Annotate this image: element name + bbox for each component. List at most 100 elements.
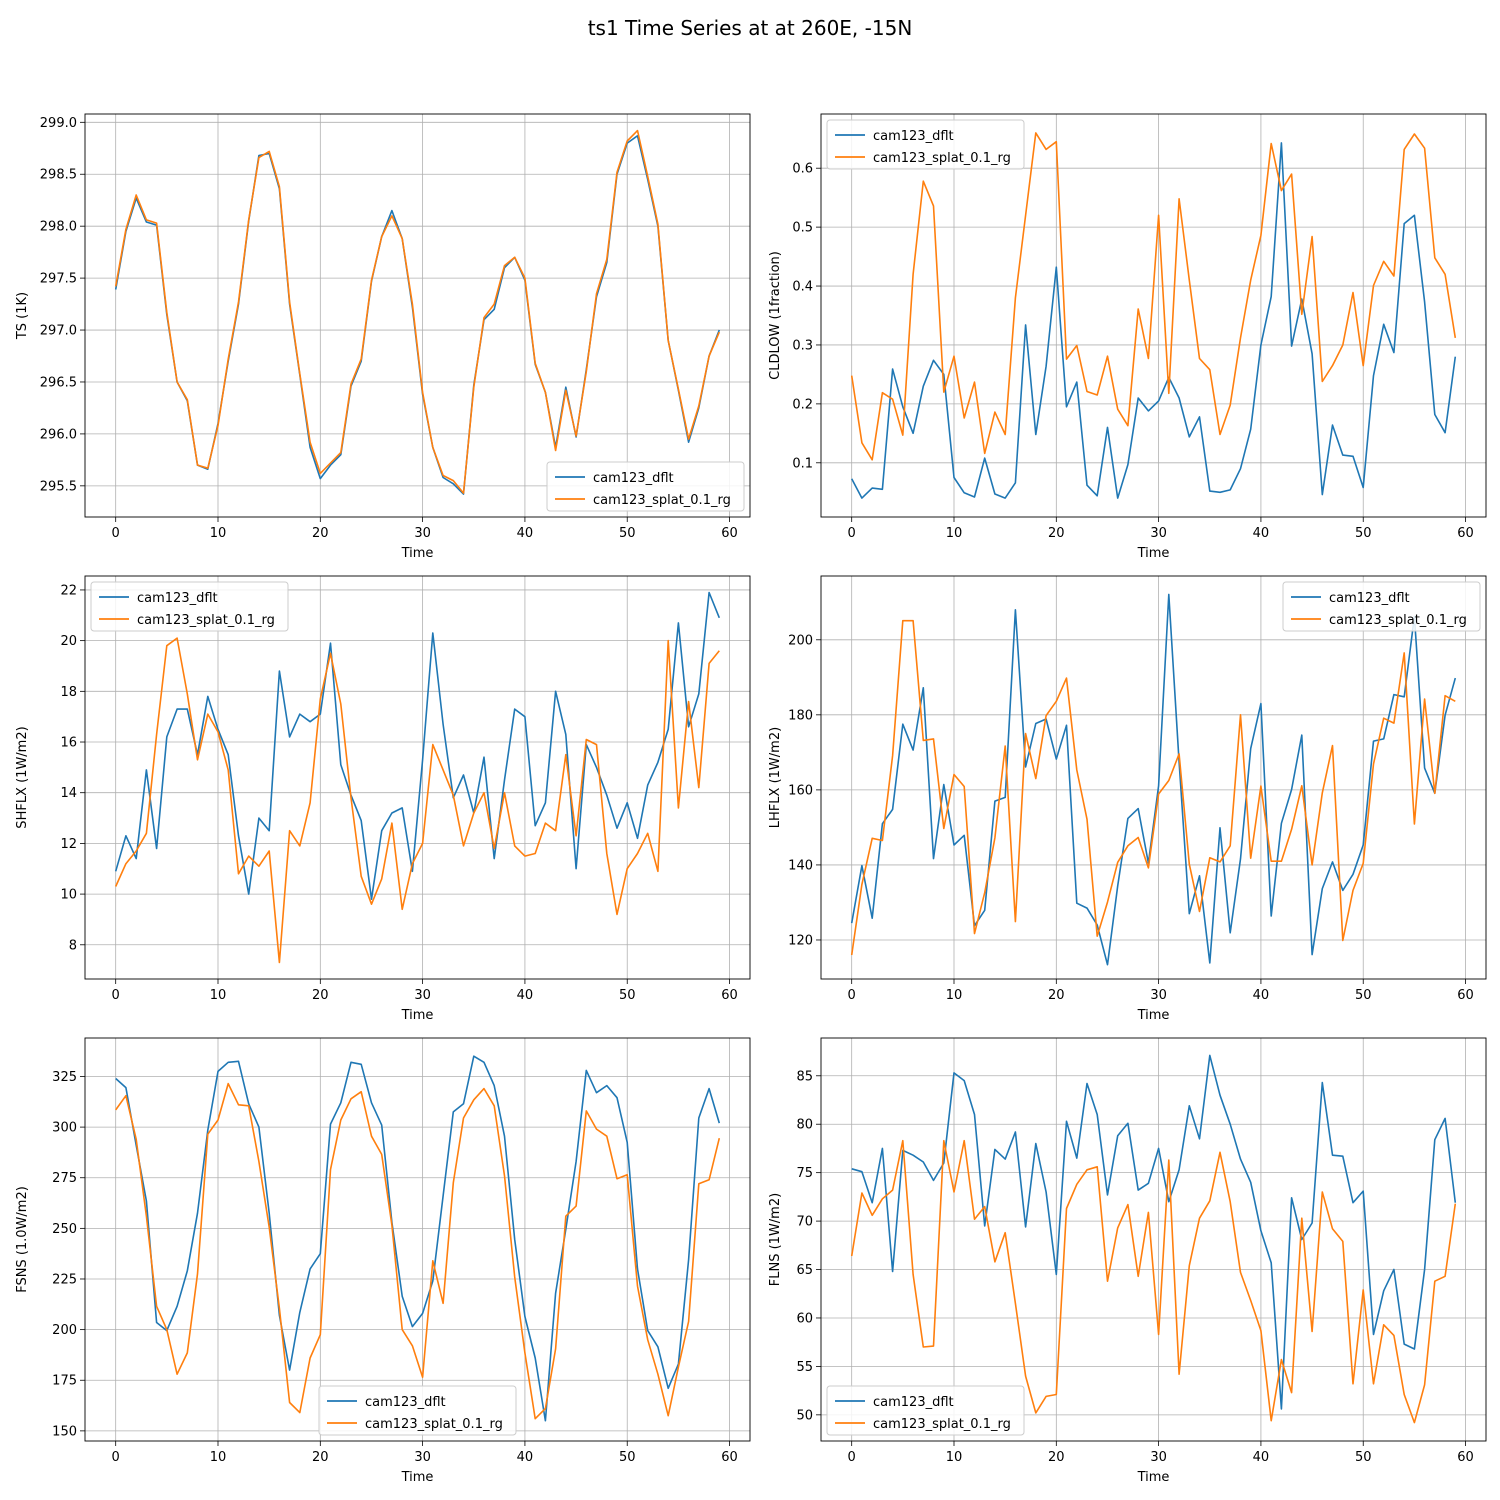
x-tick-label: 20: [312, 526, 329, 541]
y-tick-label: 150: [52, 1424, 77, 1439]
x-tick-label: 40: [517, 988, 534, 1003]
x-tick-label: 30: [1150, 1450, 1167, 1465]
x-tick-label: 10: [210, 526, 227, 541]
legend-label: cam123_dflt: [137, 591, 218, 606]
y-tick-label: 250: [52, 1222, 77, 1237]
series-line-cam123_splat_0.1_rg: [850, 1139, 1457, 1424]
legend: cam123_dflt cam123_splat_0.1_rg: [1282, 581, 1481, 632]
x-tick-label: 30: [1150, 988, 1167, 1003]
y-tick-label: 325: [52, 1070, 77, 1085]
y-tick-label: 22: [60, 583, 77, 598]
x-axis-label: Time: [401, 1470, 434, 1485]
x-tick-label: 50: [619, 1450, 636, 1465]
x-tick-label: 30: [1150, 526, 1167, 541]
legend: cam123_dflt cam123_splat_0.1_rg: [826, 1385, 1025, 1436]
y-tick-label: 80: [796, 1118, 813, 1133]
x-tick-label: 40: [1253, 526, 1270, 541]
x-tick-label: 40: [517, 1450, 534, 1465]
x-axis-label: Time: [1137, 546, 1170, 561]
legend: cam123_dflt cam123_splat_0.1_rg: [318, 1385, 517, 1436]
y-tick-label: 85: [796, 1069, 813, 1084]
x-tick-label: 0: [848, 1450, 856, 1465]
legend-box: [1282, 581, 1481, 632]
series-line-cam123_splat_0.1_rg: [114, 637, 720, 964]
x-tick-label: 30: [414, 988, 431, 1003]
y-tick-label: 299.0: [40, 116, 77, 131]
y-tick-label: 12: [60, 837, 77, 852]
y-axis-label: CLDLOW (1fraction): [768, 251, 783, 380]
axes-frame: [820, 1037, 1487, 1442]
y-axis-label: FSNS (1.0W/m2): [15, 1186, 30, 1293]
y-tick-label: 18: [60, 685, 77, 700]
y-tick-label: 8: [69, 938, 77, 953]
y-tick-label: 60: [796, 1311, 813, 1326]
series-line-cam123_dflt: [115, 1055, 721, 1422]
y-tick-label: 10: [60, 888, 77, 903]
x-tick-label: 10: [210, 988, 227, 1003]
subplot-5: 0 10 20 30 40 50 60 50 55 60 65 70 75 80 85 Time FLNS (1…: [768, 1037, 1487, 1485]
legend: cam123_dflt cam123_splat_0.1_rg: [826, 119, 1025, 170]
y-tick-label: 200: [52, 1323, 77, 1338]
x-tick-label: 50: [619, 988, 636, 1003]
x-axis-label: Time: [1137, 1470, 1170, 1485]
x-tick-label: 10: [946, 526, 963, 541]
y-tick-label: 295.5: [40, 479, 77, 494]
subplot-3: 0 10 20 30 40 50 60 120 140 160 180 200 Time LHFLX (1…: [768, 575, 1487, 1023]
y-tick-label: 70: [796, 1215, 813, 1230]
x-tick-label: 20: [1048, 1450, 1065, 1465]
x-tick-label: 60: [721, 526, 738, 541]
subplot-4: 0 10 20 30 40 50 60 150 175 200 225 250 275 300 325 Tim…: [15, 1037, 751, 1485]
y-tick-label: 298.5: [40, 168, 77, 183]
y-tick-label: 225: [52, 1272, 77, 1287]
x-tick-label: 20: [312, 988, 329, 1003]
y-tick-label: 298.0: [40, 220, 77, 235]
x-tick-label: 20: [312, 1450, 329, 1465]
series-line-cam123_dflt: [114, 591, 721, 901]
y-tick-label: 16: [60, 736, 77, 751]
y-tick-label: 200: [788, 633, 813, 648]
x-axis-label: Time: [401, 1008, 434, 1023]
legend-box: [546, 461, 745, 512]
axes-frame: [84, 1037, 751, 1442]
y-tick-label: 75: [796, 1166, 813, 1181]
y-tick-label: 20: [60, 634, 77, 649]
series-line-cam123_splat_0.1_rg: [850, 619, 1456, 956]
y-tick-label: 160: [788, 783, 813, 798]
y-tick-label: 0.4: [792, 280, 813, 295]
subplot-1: 0 10 20 30 40 50 60 0.1 0.2 0.3 0.4 0.5 0.6 Time CLDLO…: [768, 113, 1487, 561]
x-tick-label: 50: [1355, 526, 1372, 541]
x-tick-label: 60: [721, 988, 738, 1003]
legend-box: [826, 1385, 1025, 1436]
y-tick-label: 296.0: [40, 427, 77, 442]
y-tick-label: 297.0: [40, 324, 77, 339]
legend-label: cam123_splat_0.1_rg: [365, 1417, 503, 1432]
legend-label: cam123_splat_0.1_rg: [1329, 613, 1467, 628]
x-tick-label: 20: [1048, 988, 1065, 1003]
x-tick-label: 60: [1457, 988, 1474, 1003]
legend-label: cam123_dflt: [1329, 591, 1410, 606]
x-tick-label: 0: [112, 988, 120, 1003]
series-line-cam123_splat_0.1_rg: [850, 132, 1457, 461]
series-line-cam123_splat_0.1_rg: [114, 129, 721, 494]
y-tick-label: 296.5: [40, 375, 77, 390]
y-tick-label: 50: [796, 1408, 813, 1423]
x-tick-label: 50: [619, 526, 636, 541]
y-tick-label: 0.6: [792, 162, 813, 177]
x-tick-label: 60: [1457, 526, 1474, 541]
y-tick-label: 65: [796, 1263, 813, 1278]
series-line-cam123_dflt: [850, 593, 1457, 966]
legend-label: cam123_dflt: [873, 1395, 954, 1410]
series-line-cam123_dflt: [850, 142, 1457, 499]
x-tick-label: 30: [414, 1450, 431, 1465]
legend-box: [318, 1385, 517, 1436]
x-axis-label: Time: [1137, 1008, 1170, 1023]
x-tick-label: 0: [112, 526, 120, 541]
legend-box: [90, 581, 289, 632]
legend-label: cam123_splat_0.1_rg: [137, 613, 275, 628]
legend-label: cam123_splat_0.1_rg: [873, 1417, 1011, 1432]
y-axis-label: LHFLX (1W/m2): [768, 727, 783, 828]
x-tick-label: 40: [1253, 988, 1270, 1003]
subplot-0: 0 10 20 30 40 50 60 295.5 296.0 296.5 297.0 297.5 29…: [15, 113, 751, 561]
x-tick-label: 30: [414, 526, 431, 541]
